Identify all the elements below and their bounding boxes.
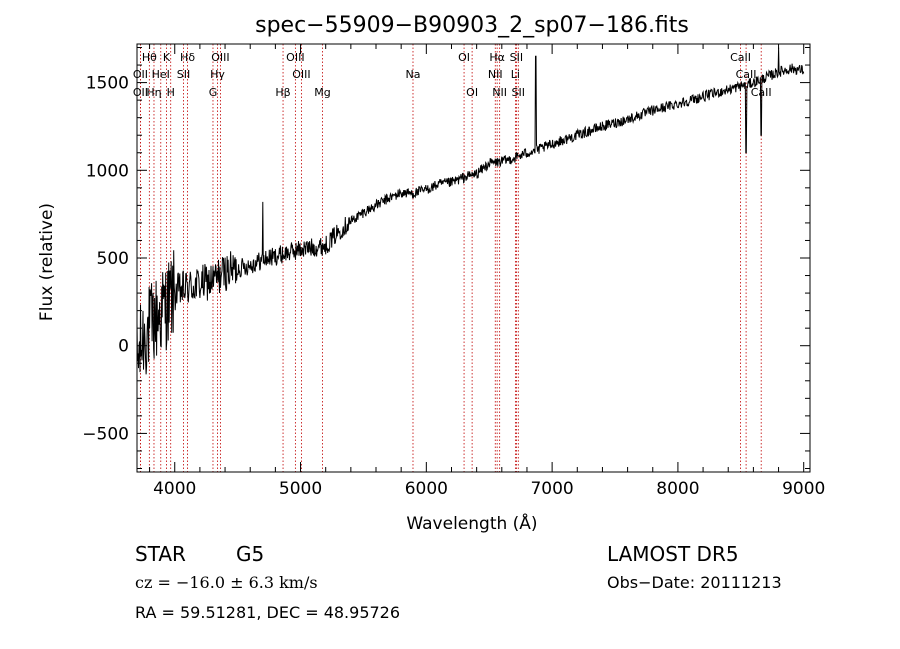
spectral-line-label: Hη — [146, 86, 161, 99]
spectral-line-label: SII — [177, 68, 190, 81]
y-axis-label: Flux (relative) — [37, 203, 57, 321]
survey-name: LAMOST DR5 — [607, 542, 739, 566]
chart-title: spec−55909−B90903_2_sp07−186.fits — [255, 13, 689, 38]
spectral-line-label: Hθ — [142, 51, 157, 64]
spectral-line-label: Hα — [489, 51, 505, 64]
obs-date: Obs−Date: 20111213 — [607, 573, 782, 592]
object-class: STAR — [135, 542, 186, 566]
spectral-line-label: OIII — [211, 51, 229, 64]
spectral-line-label: NII — [488, 68, 503, 81]
y-tick-label: −500 — [82, 424, 129, 444]
spectral-line-label: Mg — [314, 86, 330, 99]
x-tick-label: 7000 — [530, 479, 573, 499]
y-tick-label: 500 — [97, 249, 129, 269]
spectral-line-label: OI — [458, 51, 470, 64]
y-tick-label: 1500 — [86, 74, 129, 94]
spectral-line-label: OII — [133, 68, 148, 81]
y-axis: −500 0 500 1000 1500 — [82, 47, 810, 469]
spectral-line-label: G — [209, 86, 218, 99]
plot-frame — [136, 43, 811, 473]
x-axis-label: Wavelength (Å) — [406, 512, 537, 534]
spectral-line-label: HeI — [152, 68, 170, 81]
redshift-text: cz = −16.0 ± 6.3 km/s — [135, 573, 318, 592]
x-tick-label: 6000 — [405, 479, 448, 499]
spectral-line-label: Li — [511, 68, 520, 81]
x-axis: 4000 5000 6000 7000 8000 9000 — [149, 44, 825, 499]
spectral-line-label: SII — [512, 86, 525, 99]
spectral-line-label: CaII — [751, 86, 772, 99]
spectral-line-label: OI — [466, 86, 478, 99]
x-tick-label: 4000 — [153, 479, 196, 499]
spectral-line-label: OIII — [292, 68, 310, 81]
subclass: G5 — [236, 542, 265, 566]
spectral-line-label: SII — [510, 51, 523, 64]
spectral-line-label: Hβ — [275, 86, 290, 99]
x-tick-label: 8000 — [656, 479, 699, 499]
spectral-line-markers — [139, 44, 762, 472]
spectral-line-label: Hγ — [210, 68, 225, 81]
spectral-line-label: K — [163, 51, 171, 64]
x-tick-label: 9000 — [782, 479, 825, 499]
spectral-line-label: Hδ — [180, 51, 195, 64]
y-tick-label: 1000 — [86, 161, 129, 181]
spectral-line-label: CaII — [730, 51, 751, 64]
spectral-line-label: OIII — [286, 51, 304, 64]
spectral-line-label: NII — [492, 86, 507, 99]
coordinates: RA = 59.51281, DEC = 48.95726 — [135, 603, 401, 622]
spectral-line-label: Na — [406, 68, 421, 81]
spectral-line-label: H — [167, 86, 175, 99]
y-tick-label: 0 — [118, 337, 129, 357]
spectrum-line — [136, 47, 805, 375]
spectral-line-label: CaII — [736, 68, 757, 81]
x-tick-label: 5000 — [279, 479, 322, 499]
